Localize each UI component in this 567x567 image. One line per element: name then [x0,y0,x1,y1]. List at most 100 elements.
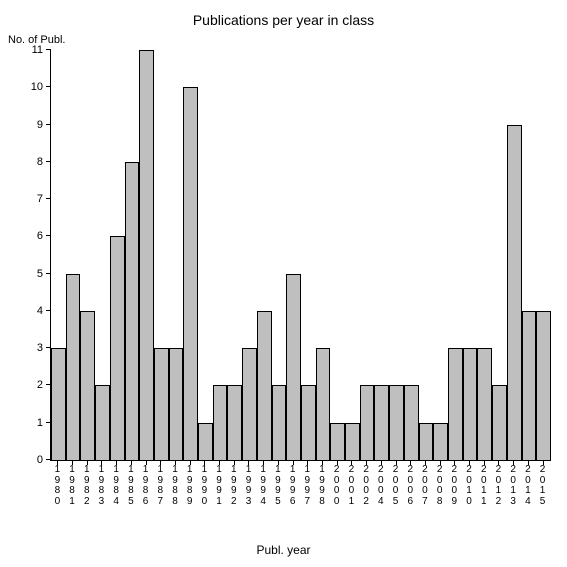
x-tick-label: 1989 [185,465,195,507]
bar [463,348,478,460]
x-tick-label: 2001 [346,465,356,507]
x-tick-label: 2004 [376,465,386,507]
bar-slot [125,50,140,460]
chart-container: Publications per year in class No. of Pu… [0,0,567,567]
bar [213,385,228,460]
bar-slot [198,50,213,460]
y-tick-mark [46,310,51,311]
x-tick-label: 1984 [111,465,121,507]
y-tick-label: 10 [13,81,51,93]
bar [492,385,507,460]
y-tick-label: 11 [13,44,51,56]
x-tick-label: 1985 [126,465,136,507]
x-tick-label: 1990 [199,465,209,507]
y-tick-mark [46,273,51,274]
bar-slot [477,50,492,460]
y-tick-mark [46,459,51,460]
y-tick-label: 0 [13,454,51,466]
x-tick-label: 2011 [479,465,489,507]
y-tick-mark [46,49,51,50]
x-tick-label: 1983 [96,465,106,507]
bar [345,423,360,460]
x-tick-label: 1986 [141,465,151,507]
bar-slot [95,50,110,460]
x-tick-label: 1997 [302,465,312,507]
x-tick-label: 1991 [214,465,224,507]
bar [389,385,404,460]
bar [522,311,537,460]
bar [198,423,213,460]
bar-slot [522,50,537,460]
bars-group [51,50,551,460]
y-tick-label: 7 [13,193,51,205]
bar [257,311,272,460]
y-tick-label: 3 [13,342,51,354]
x-tick-label: 2013 [508,465,518,507]
bar [448,348,463,460]
bar [301,385,316,460]
bar-slot [242,50,257,460]
x-tick-label: 2015 [538,465,548,507]
x-tick-label: 2010 [464,465,474,507]
x-axis-label: Publ. year [0,543,567,557]
bar [374,385,389,460]
bar-slot [257,50,272,460]
x-tick-label: 2000 [332,465,342,507]
y-tick-mark [46,384,51,385]
bar [66,274,81,460]
y-tick-mark [46,347,51,348]
y-tick-label: 5 [13,268,51,280]
bar-slot [169,50,184,460]
x-tick-label: 2007 [420,465,430,507]
bar [110,236,125,460]
bar-slot [110,50,125,460]
y-tick-mark [46,161,51,162]
bar-slot [286,50,301,460]
bar [286,274,301,460]
y-tick-label: 6 [13,230,51,242]
bar-slot [507,50,522,460]
x-tick-label: 1994 [258,465,268,507]
x-tick-label: 1982 [82,465,92,507]
bar-slot [139,50,154,460]
bar [330,423,345,460]
chart-title: Publications per year in class [0,12,567,28]
bar-slot [463,50,478,460]
x-tick-label: 1996 [288,465,298,507]
bar-slot [66,50,81,460]
y-tick-mark [46,124,51,125]
bar [316,348,331,460]
bar [242,348,257,460]
bar [139,50,154,460]
bar-slot [330,50,345,460]
bar-slot [360,50,375,460]
y-tick-mark [46,198,51,199]
bar-slot [492,50,507,460]
bar-slot [433,50,448,460]
bar [169,348,184,460]
y-tick-label: 4 [13,305,51,317]
bar [95,385,110,460]
x-tick-label: 2006 [405,465,415,507]
x-tick-label: 1995 [273,465,283,507]
bar [272,385,287,460]
x-tick-label: 2005 [391,465,401,507]
bar-slot [272,50,287,460]
bar [419,423,434,460]
bar [360,385,375,460]
y-tick-label: 8 [13,156,51,168]
bar-slot [80,50,95,460]
bar-slot [301,50,316,460]
y-tick-label: 1 [13,417,51,429]
bar [433,423,448,460]
bar [51,348,66,460]
y-tick-label: 9 [13,119,51,131]
x-tick-label: 2008 [435,465,445,507]
bar-slot [419,50,434,460]
x-tick-label: 1998 [317,465,327,507]
bar [404,385,419,460]
x-tick-label: 1988 [170,465,180,507]
x-tick-label: 2009 [449,465,459,507]
bar-slot [154,50,169,460]
plot-area: 01234567891011 [50,50,551,461]
